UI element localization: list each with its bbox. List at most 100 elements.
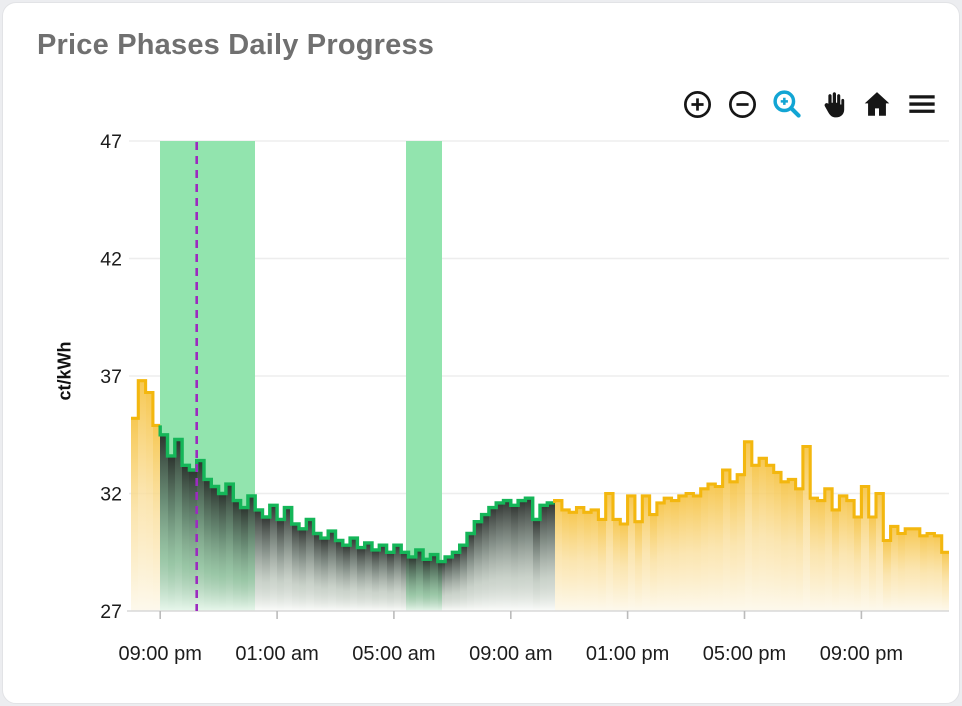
price-area-step xyxy=(628,495,635,611)
home-button[interactable] xyxy=(860,87,894,121)
price-area-step xyxy=(686,493,693,611)
price-area-step xyxy=(262,517,270,611)
price-area-step xyxy=(766,465,774,611)
x-tick-label: 09:00 pm xyxy=(820,643,903,665)
price-area-step xyxy=(533,519,540,611)
price-area-step xyxy=(292,524,299,611)
price-area-step xyxy=(942,552,949,612)
price-area-step xyxy=(839,495,847,611)
price-area-step xyxy=(489,507,496,611)
price-area-step xyxy=(197,460,204,611)
price-area-step xyxy=(854,517,861,611)
price-area-step xyxy=(270,505,277,612)
price-area-step xyxy=(869,517,876,611)
price-area-step xyxy=(365,542,372,611)
price-area-step xyxy=(452,552,460,612)
price-area-step xyxy=(934,535,942,611)
price-area-step xyxy=(401,552,409,612)
price-area-step xyxy=(409,556,416,611)
price-area-step xyxy=(679,495,686,611)
price-area-step xyxy=(606,493,613,611)
price-area-step xyxy=(182,465,189,611)
hamburger-menu-icon xyxy=(906,88,938,120)
price-area-step xyxy=(277,519,284,611)
price-area-step xyxy=(584,512,591,611)
price-area-step xyxy=(211,486,219,611)
price-area-step xyxy=(598,519,606,611)
price-area-step xyxy=(394,545,401,611)
zoom-out-button[interactable] xyxy=(725,87,759,121)
price-area-step xyxy=(328,531,336,611)
price-area-step xyxy=(175,439,182,611)
price-area-step xyxy=(219,493,226,611)
price-area-step xyxy=(818,500,825,611)
price-area-step xyxy=(715,486,723,611)
low-price-window-band xyxy=(406,141,442,611)
price-area-step xyxy=(642,495,650,611)
price-area-step xyxy=(467,533,474,611)
price-area-step xyxy=(343,545,350,611)
zoom-in-icon xyxy=(682,89,713,120)
price-step-line-yellow xyxy=(131,379,161,427)
price-area-step xyxy=(774,472,781,611)
chart-toolbar xyxy=(680,87,939,121)
price-area-step xyxy=(723,470,730,611)
y-tick-label: 37 xyxy=(100,366,122,388)
price-area-step xyxy=(160,434,168,612)
price-area-step xyxy=(146,392,153,611)
price-area-step xyxy=(525,498,533,611)
price-area-step xyxy=(299,528,306,612)
price-area-step xyxy=(898,533,905,611)
price-area-step xyxy=(423,559,430,611)
price-area-step xyxy=(226,484,233,611)
home-icon xyxy=(861,88,893,120)
price-area-step xyxy=(496,502,503,611)
price-area-step xyxy=(460,545,467,611)
price-area-step xyxy=(912,528,920,612)
price-area-step xyxy=(825,488,832,611)
price-area-step xyxy=(737,474,745,611)
price-area-step xyxy=(555,500,562,611)
price-area-step xyxy=(306,519,314,611)
price-area-step xyxy=(503,500,511,611)
x-tick-label: 01:00 pm xyxy=(586,643,669,665)
price-area-step xyxy=(730,481,737,612)
price-area-step xyxy=(847,500,854,611)
price-area-step xyxy=(635,521,642,611)
price-area-step xyxy=(131,418,138,611)
chart-title: Price Phases Daily Progress xyxy=(37,29,435,61)
price-area-step xyxy=(248,495,255,611)
price-area-step xyxy=(591,509,598,611)
price-area-step xyxy=(620,524,628,611)
price-area-step xyxy=(321,538,328,611)
price-area-step xyxy=(540,505,547,612)
price-area-step xyxy=(372,549,379,611)
price-area-step xyxy=(708,484,715,611)
price-area-step xyxy=(701,488,708,611)
price-area-step xyxy=(518,500,525,611)
x-tick-label: 09:00 am xyxy=(469,643,552,665)
price-area-step xyxy=(511,505,518,612)
price-area-step xyxy=(693,495,701,611)
y-tick-label: 42 xyxy=(100,249,122,271)
price-area-step xyxy=(379,545,387,611)
price-area-step xyxy=(657,502,664,611)
price-area-step xyxy=(430,554,438,611)
price-area-step xyxy=(832,509,839,611)
box-zoom-button[interactable] xyxy=(770,87,804,121)
price-area-step xyxy=(336,540,343,611)
zoom-in-button[interactable] xyxy=(680,87,714,121)
pan-button[interactable] xyxy=(815,87,849,121)
menu-button[interactable] xyxy=(905,87,939,121)
magnifier-plus-icon xyxy=(771,88,803,120)
price-chart-plot[interactable]: 09:00 pm 01:00 am 05:00 am 09:00 am 01:00 pm… xyxy=(3,3,962,706)
price-area-step xyxy=(569,512,577,611)
price-area-step xyxy=(474,521,482,611)
x-tick-label: 01:00 am xyxy=(235,643,318,665)
zoom-out-icon xyxy=(727,89,758,120)
price-area-step xyxy=(562,509,569,611)
y-tick-label: 32 xyxy=(100,484,122,506)
price-area-step xyxy=(788,479,796,611)
price-step-line-green xyxy=(158,425,555,564)
